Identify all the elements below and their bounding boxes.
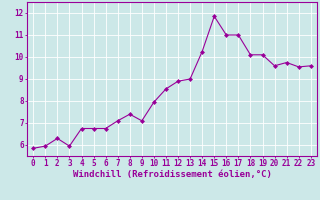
X-axis label: Windchill (Refroidissement éolien,°C): Windchill (Refroidissement éolien,°C) — [73, 170, 271, 179]
